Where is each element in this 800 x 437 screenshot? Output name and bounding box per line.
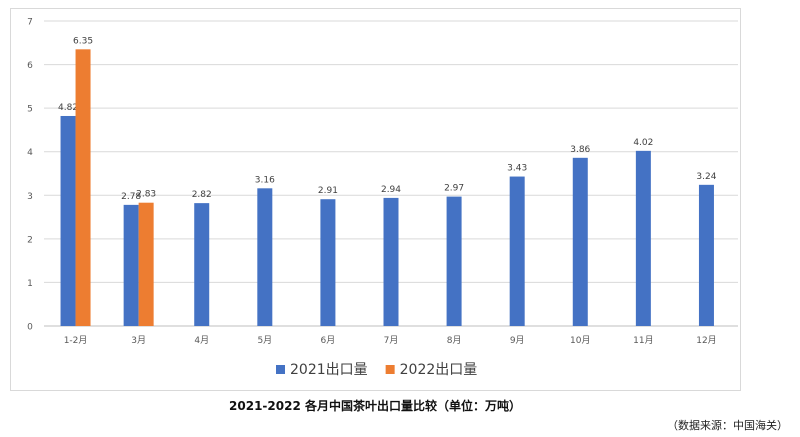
y-tick-label: 3 [27,192,33,202]
bar [138,202,154,326]
chart-frame [10,8,741,391]
data-label: 3.24 [696,172,716,182]
data-label: 4.02 [633,138,653,148]
y-tick-label: 7 [27,18,33,28]
x-tick-label: 3月 [131,335,146,346]
data-label: 3.16 [255,175,275,185]
legend-label: 2022出口量 [400,362,478,378]
data-label: 2.94 [381,185,401,195]
data-label: 3.43 [507,164,527,174]
data-label: 2.83 [136,190,156,200]
bar [383,197,399,326]
y-tick-label: 0 [27,323,33,333]
bar [75,49,91,326]
bar [60,115,76,326]
bar [257,188,273,326]
x-tick-label: 6月 [321,335,336,346]
y-tick-label: 4 [27,148,33,158]
x-tick-label: 5月 [257,335,272,346]
x-tick-label: 7月 [384,335,399,346]
chart-title: 2021-2022 各月中国茶叶出口量比较（单位：万吨） [229,399,521,413]
x-tick-label: 9月 [510,335,525,346]
bar [446,196,462,326]
bar [635,150,651,326]
y-tick-label: 2 [27,235,33,245]
x-tick-label: 1-2月 [64,335,88,346]
source-note: （数据来源：中国海关） [667,419,788,432]
y-tick-label: 1 [27,279,33,289]
data-label: 3.86 [570,145,590,155]
x-tick-label: 12月 [696,335,716,346]
data-label: 2.78 [121,192,141,202]
x-tick-label: 4月 [194,335,209,346]
legend-swatch [385,365,395,374]
bar [194,203,210,326]
x-tick-label: 10月 [570,335,590,346]
data-label: 2.91 [318,186,338,196]
data-label: 4.82 [58,103,78,113]
y-tick-label: 5 [27,105,33,115]
y-tick-label: 6 [27,61,33,71]
bar [509,176,525,326]
legend-swatch [276,365,285,374]
bar [320,199,336,326]
x-tick-label: 8月 [447,335,462,346]
bar [698,184,714,326]
data-label: 6.35 [73,36,93,46]
data-label: 2.97 [444,184,464,194]
data-label: 2.82 [192,190,212,200]
legend-label: 2021出口量 [290,362,368,378]
bar [572,157,588,326]
x-tick-label: 11月 [633,335,653,346]
bar [123,204,139,326]
